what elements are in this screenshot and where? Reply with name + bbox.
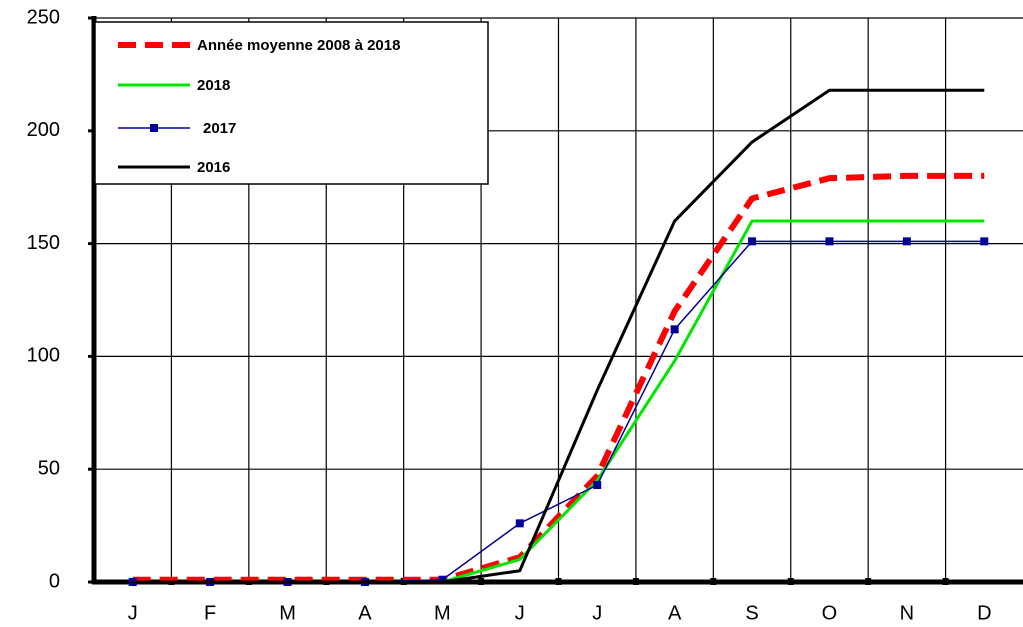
series-marker bbox=[980, 237, 989, 246]
x-tick-label: F bbox=[204, 602, 216, 624]
y-tick-label: 50 bbox=[38, 457, 60, 479]
legend-marker bbox=[150, 124, 158, 132]
x-tick-label: M bbox=[434, 602, 451, 624]
series-line bbox=[132, 88, 985, 584]
series-line bbox=[132, 172, 985, 583]
x-tick-label: J bbox=[128, 602, 138, 624]
series-marker bbox=[438, 575, 447, 584]
series-marker bbox=[515, 519, 524, 528]
legend-label: 2017 bbox=[203, 120, 236, 137]
x-tick-label: A bbox=[668, 602, 682, 624]
series-marker bbox=[825, 237, 834, 246]
legend-box bbox=[94, 21, 489, 185]
y-tick-label: 250 bbox=[27, 6, 60, 28]
x-tick-label: D bbox=[977, 602, 991, 624]
x-tick-label: J bbox=[592, 602, 602, 624]
series-marker bbox=[748, 237, 757, 246]
series-marker bbox=[593, 480, 602, 489]
x-tick-label: A bbox=[358, 602, 372, 624]
legend-label: Année moyenne 2008 à 2018 bbox=[197, 37, 400, 54]
legend-label: 2016 bbox=[197, 159, 230, 176]
legend-label: 2018 bbox=[197, 77, 230, 94]
y-tick-label: 200 bbox=[27, 119, 60, 141]
x-tick-label: J bbox=[515, 602, 525, 624]
y-tick-label: 0 bbox=[49, 570, 60, 592]
x-tick-label: N bbox=[900, 602, 914, 624]
y-tick-label: 100 bbox=[27, 345, 60, 367]
y-tick-label: 150 bbox=[27, 232, 60, 254]
x-tick-label: S bbox=[745, 602, 758, 624]
series-marker bbox=[670, 325, 679, 334]
x-tick-label: O bbox=[822, 602, 838, 624]
series-marker bbox=[902, 237, 911, 246]
x-tick-label: M bbox=[279, 602, 296, 624]
